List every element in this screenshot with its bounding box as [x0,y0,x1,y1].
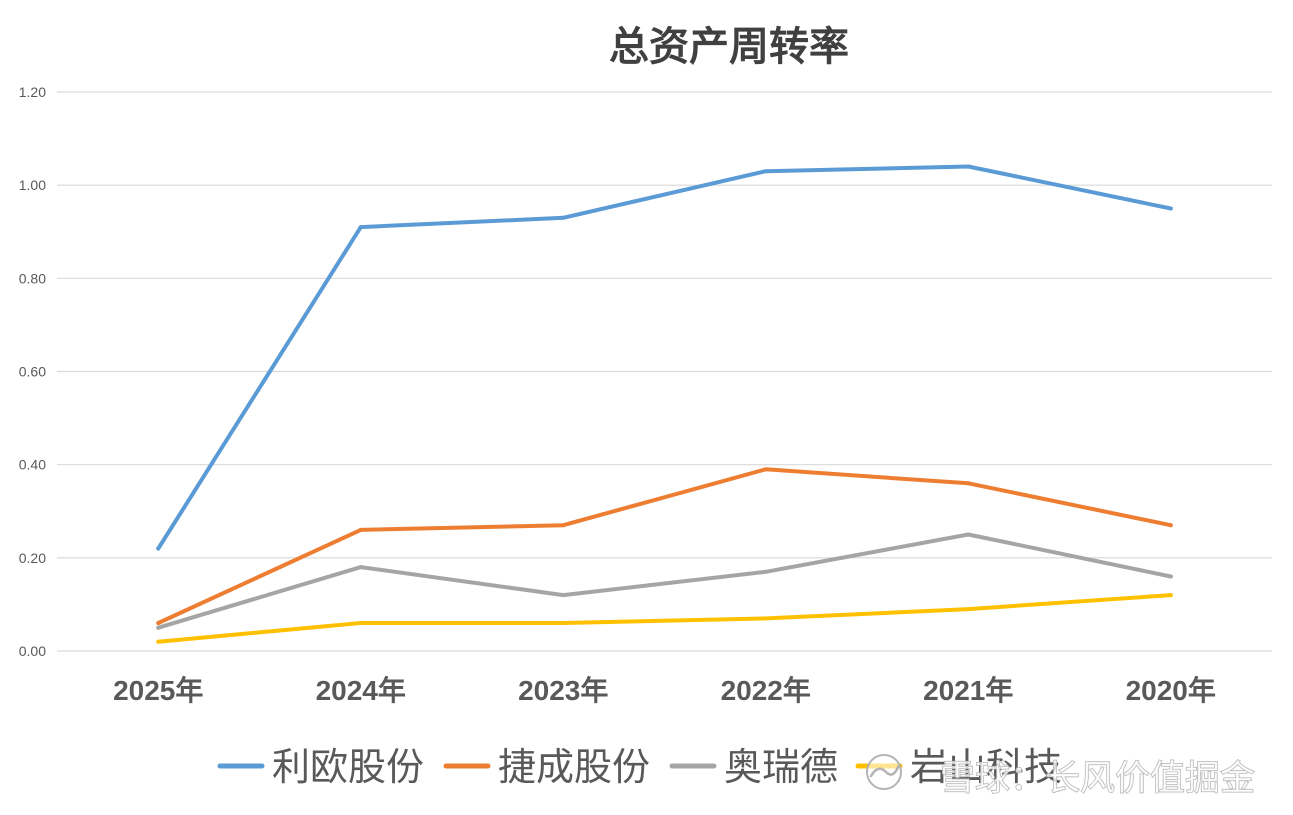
series-3 [156,532,1173,630]
watermark-text: 雪球：长风价值掘金 [940,759,1255,799]
chart-title: 总资产周转率 [609,23,849,70]
x-axis-tick-labels: 2025年 2024年 2023年 2022年 2021年 2020年 [113,674,1216,706]
y-tick-label: 1.00 [19,177,46,193]
x-tick-label: 2023年 [518,674,608,706]
x-tick-label: 2021年 [923,674,1013,706]
data-point [763,467,768,472]
y-tick-label: 0.60 [19,364,46,380]
data-point [1168,574,1173,579]
x-tick-label: 2025年 [113,674,203,706]
x-tick-label: 2024年 [316,674,406,706]
data-point [156,621,161,626]
series-lines [156,164,1173,644]
data-point [763,569,768,574]
x-tick-label: 2022年 [721,674,811,706]
series-line [156,532,1173,630]
data-point [156,639,161,644]
data-point [358,225,363,230]
data-point [763,169,768,174]
data-point [966,532,971,537]
legend-label: 捷成股份 [498,745,650,789]
data-point [561,621,566,626]
y-axis-tick-labels: 0.00 0.20 0.40 0.60 0.80 1.00 1.20 [19,84,46,659]
y-tick-label: 0.20 [19,550,46,566]
legend-label: 利欧股份 [272,745,424,789]
data-point [1168,523,1173,528]
data-point [561,523,566,528]
data-point [966,607,971,612]
data-point [1168,206,1173,211]
series-line [156,593,1173,644]
legend-label: 奥瑞德 [724,745,838,789]
legend-item: 奥瑞德 [669,745,838,789]
legend-label: 岩山科技 [910,745,1062,789]
series-4 [156,593,1173,644]
data-point [156,546,161,551]
series-line [156,164,1173,551]
legend: 利欧股份 捷成股份 奥瑞德 岩山科技 [217,745,1062,789]
data-point [966,481,971,486]
series-2 [156,467,1173,626]
data-point [156,625,161,630]
series-line [156,467,1173,625]
data-point [358,621,363,626]
y-tick-label: 0.00 [19,643,46,659]
legend-item: 捷成股份 [443,745,650,789]
data-point [358,527,363,532]
gridlines [57,91,1272,652]
data-point [1168,593,1173,598]
y-tick-label: 0.80 [19,270,46,286]
data-point [561,593,566,598]
data-point [966,164,971,169]
data-point [561,215,566,220]
watermark: 雪球：长风价值掘金 [866,754,1256,800]
series-1 [156,164,1173,551]
y-tick-label: 1.20 [19,84,46,100]
legend-item: 利欧股份 [217,745,424,789]
x-tick-label: 2020年 [1126,674,1216,706]
snowball-logo-icon [866,754,902,790]
y-tick-label: 0.40 [19,457,46,473]
data-point [763,616,768,621]
data-point [358,565,363,570]
